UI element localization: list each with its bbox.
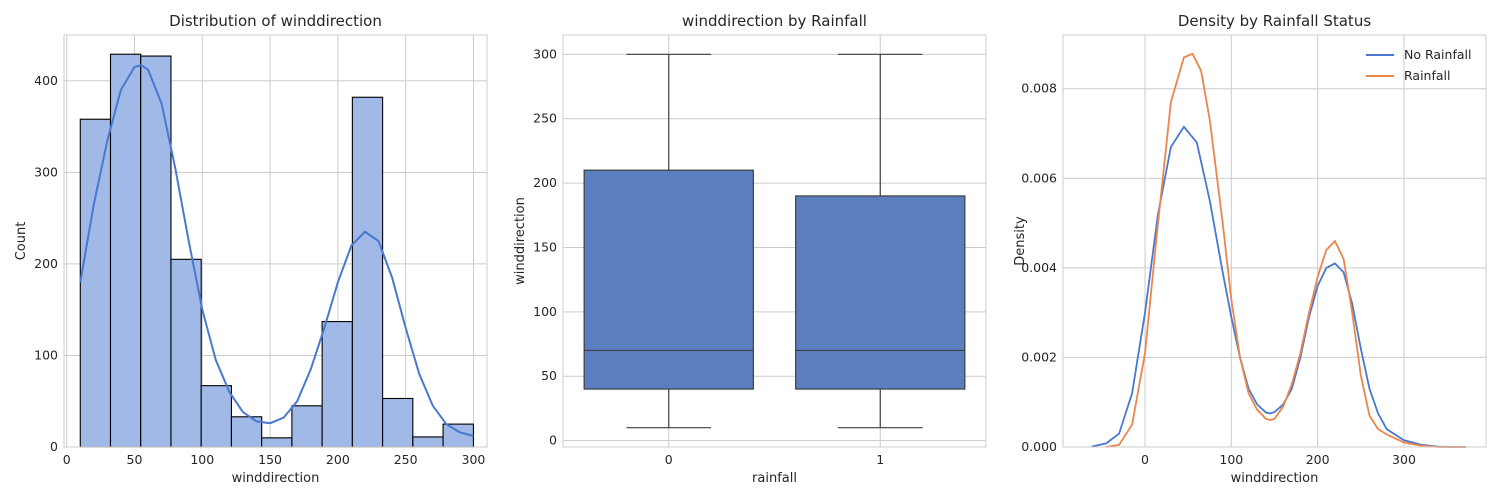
- x-tick-label: 0: [665, 452, 673, 467]
- box-body: [583, 169, 754, 390]
- chart-title-1: winddirection by Rainfall: [682, 12, 867, 30]
- axes-frame-0: [63, 34, 488, 448]
- x-tick-label: 200: [1306, 452, 1330, 467]
- x-tick-label: 300: [1392, 452, 1416, 467]
- x-tick-label: 300: [462, 452, 486, 467]
- x-tick-label: 1: [876, 452, 884, 467]
- legend-label: No Rainfall: [1404, 47, 1471, 62]
- y-tick-label: 250: [533, 111, 557, 126]
- y-tick-label: 0: [549, 433, 557, 448]
- x-tick-label: 0: [1141, 452, 1149, 467]
- histogram-bar: [291, 405, 323, 448]
- histogram-bar: [412, 436, 444, 448]
- y-tick-label: 200: [34, 256, 58, 271]
- y-tick-label: 300: [34, 164, 58, 179]
- y-tick-label: 100: [34, 347, 58, 362]
- x-axis-label-2: winddirection: [1231, 471, 1319, 486]
- y-tick-label: 0: [50, 439, 58, 454]
- x-tick-label: 100: [1219, 452, 1243, 467]
- histogram-bar: [140, 55, 172, 448]
- x-tick-label: 200: [326, 452, 350, 467]
- histogram-bar: [109, 53, 142, 448]
- y-tick-label: 50: [541, 368, 557, 383]
- x-tick-label: 250: [394, 452, 418, 467]
- x-tick-label: 50: [127, 452, 143, 467]
- histogram-bar: [351, 96, 384, 448]
- y-axis-label-1: winddirection: [513, 197, 528, 285]
- box-body: [795, 195, 966, 390]
- density-line-no-rainfall: [1091, 125, 1467, 448]
- y-axis-label-0: Count: [14, 222, 29, 261]
- y-tick-label: 0.000: [1021, 439, 1057, 454]
- histogram-bar: [321, 321, 353, 448]
- y-tick-label: 200: [533, 175, 557, 190]
- histogram-bar: [170, 258, 202, 448]
- axes-frame-1: [562, 34, 987, 448]
- y-tick-label: 0.008: [1021, 81, 1057, 96]
- histogram-bar: [261, 437, 293, 448]
- chart-title-2: Density by Rainfall Status: [1178, 12, 1371, 30]
- legend-label: Rainfall: [1404, 68, 1450, 83]
- x-tick-label: 0: [63, 452, 71, 467]
- y-tick-label: 100: [533, 304, 557, 319]
- x-tick-label: 100: [190, 452, 214, 467]
- y-axis-label-2: Density: [1013, 216, 1028, 266]
- y-tick-label: 400: [34, 73, 58, 88]
- y-tick-label: 150: [533, 239, 557, 254]
- x-tick-label: 150: [258, 452, 282, 467]
- density-line-rainfall: [1106, 52, 1467, 448]
- chart-title-0: Distribution of winddirection: [169, 12, 382, 30]
- histogram-bar: [79, 118, 112, 448]
- kde-line: [79, 64, 474, 437]
- y-tick-label: 0.006: [1021, 170, 1057, 185]
- y-tick-label: 300: [533, 46, 557, 61]
- histogram-bar: [382, 397, 414, 448]
- y-tick-label: 0.002: [1021, 349, 1057, 364]
- y-tick-label: 0.004: [1021, 260, 1057, 275]
- axes-frame-2: [1062, 34, 1487, 448]
- x-axis-label-1: rainfall: [752, 471, 797, 486]
- x-axis-label-0: winddirection: [232, 471, 320, 486]
- histogram-bar: [200, 385, 232, 448]
